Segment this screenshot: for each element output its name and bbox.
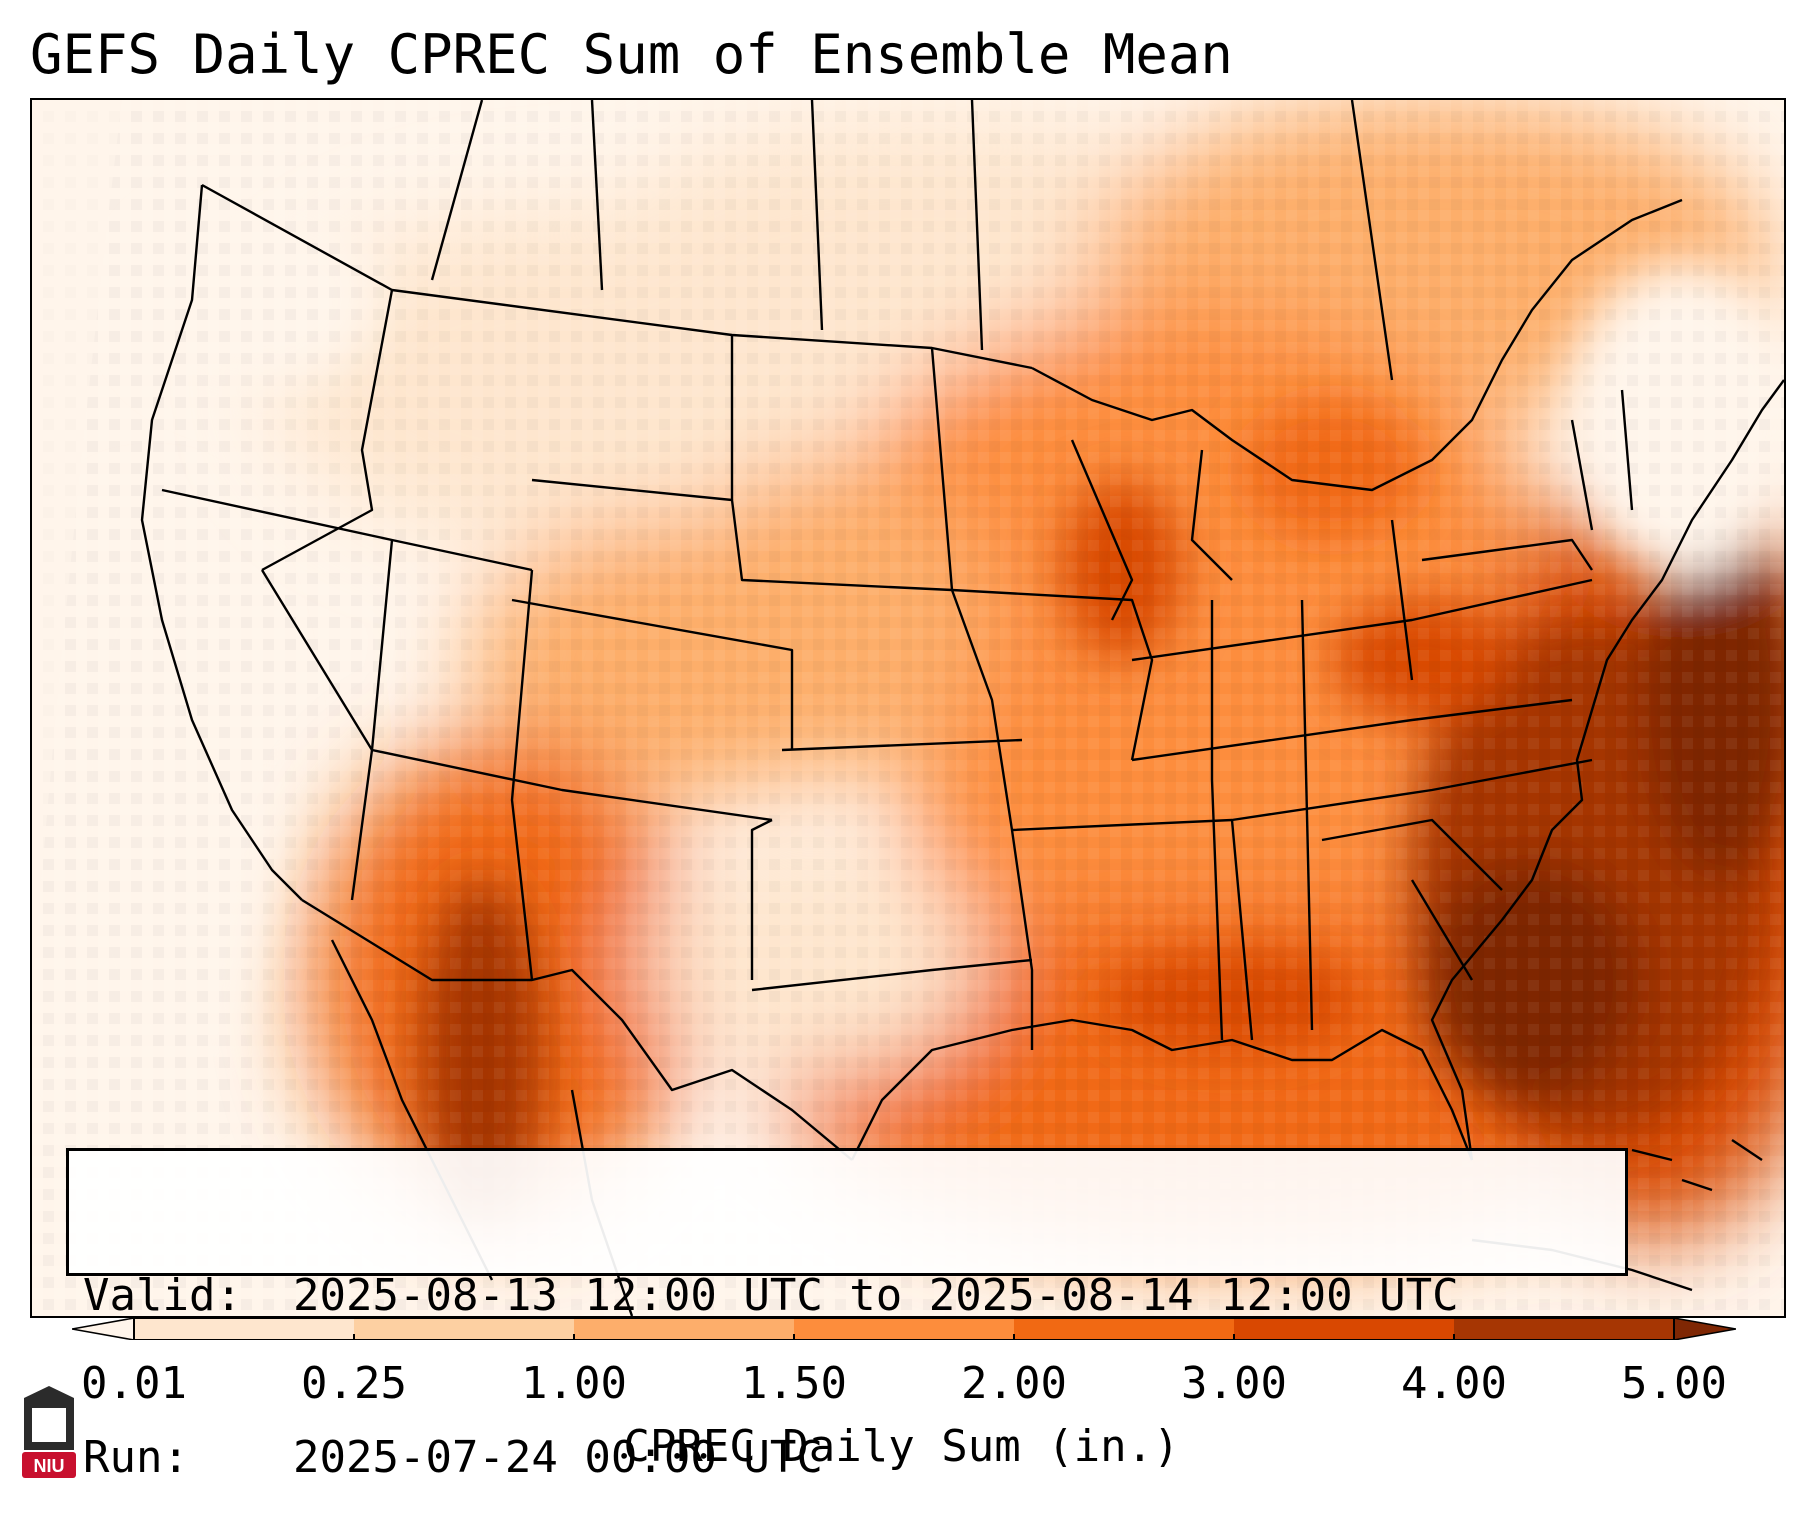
colorbar-segment: [1234, 1318, 1455, 1340]
colorbar-tick-label: 1.50: [741, 1358, 847, 1409]
colorbar-tick-label: 5.00: [1621, 1358, 1727, 1409]
niu-logo-badge: [22, 1452, 76, 1478]
niu-logo: NIU: [22, 1386, 76, 1478]
niu-logo-text: NIU: [34, 1456, 65, 1476]
valid-run-info-box: Valid: 2025-08-13 12:00 UTC to 2025-08-14…: [66, 1148, 1628, 1483]
precip-map: [30, 98, 1786, 1318]
colorbar: [72, 1318, 1736, 1340]
valid-value: 2025-08-13 12:00 UTC to 2025-08-14 12:00…: [293, 1270, 1459, 1321]
colorbar-tick-label: 1.00: [521, 1358, 627, 1409]
state-borders: [140, 100, 1784, 1316]
colorbar-tick-label: 3.00: [1181, 1358, 1287, 1409]
colorbar-tick-label: 0.25: [301, 1358, 407, 1409]
colorbar-outline: [133, 1318, 1675, 1340]
colorbar-segment: [1014, 1318, 1235, 1340]
colorbar-segment: [134, 1318, 355, 1340]
niu-logo-tower: [32, 1408, 66, 1442]
colorbar-over-arrow: [1673, 1318, 1736, 1340]
precip-map-svg: [32, 100, 1784, 1316]
run-value: 2025-07-24 00:00 UTC: [293, 1432, 823, 1483]
valid-label: Valid:: [83, 1270, 242, 1321]
precip-field: [32, 100, 1784, 1316]
colorbar-tick-label: 0.01: [81, 1358, 187, 1409]
colorbar-segment: [574, 1318, 795, 1340]
colorbar-segment: [794, 1318, 1015, 1340]
colorbar-under-arrow: [72, 1318, 135, 1340]
colorbar-tick-label: 4.00: [1401, 1358, 1507, 1409]
colorbar-label: CPREC Daily Sum (in.): [623, 1421, 1180, 1472]
valid-row: Valid: 2025-08-13 12:00 UTC to 2025-08-14…: [83, 1269, 1625, 1323]
run-label: Run:: [83, 1432, 189, 1483]
colorbar-tick-label: 2.00: [961, 1358, 1067, 1409]
colorbar-segment: [1454, 1318, 1675, 1340]
map-title: GEFS Daily CPREC Sum of Ensemble Mean: [30, 23, 1233, 86]
colorbar-segment: [354, 1318, 575, 1340]
run-row: Run: 2025-07-24 00:00 UTC: [83, 1431, 1625, 1485]
